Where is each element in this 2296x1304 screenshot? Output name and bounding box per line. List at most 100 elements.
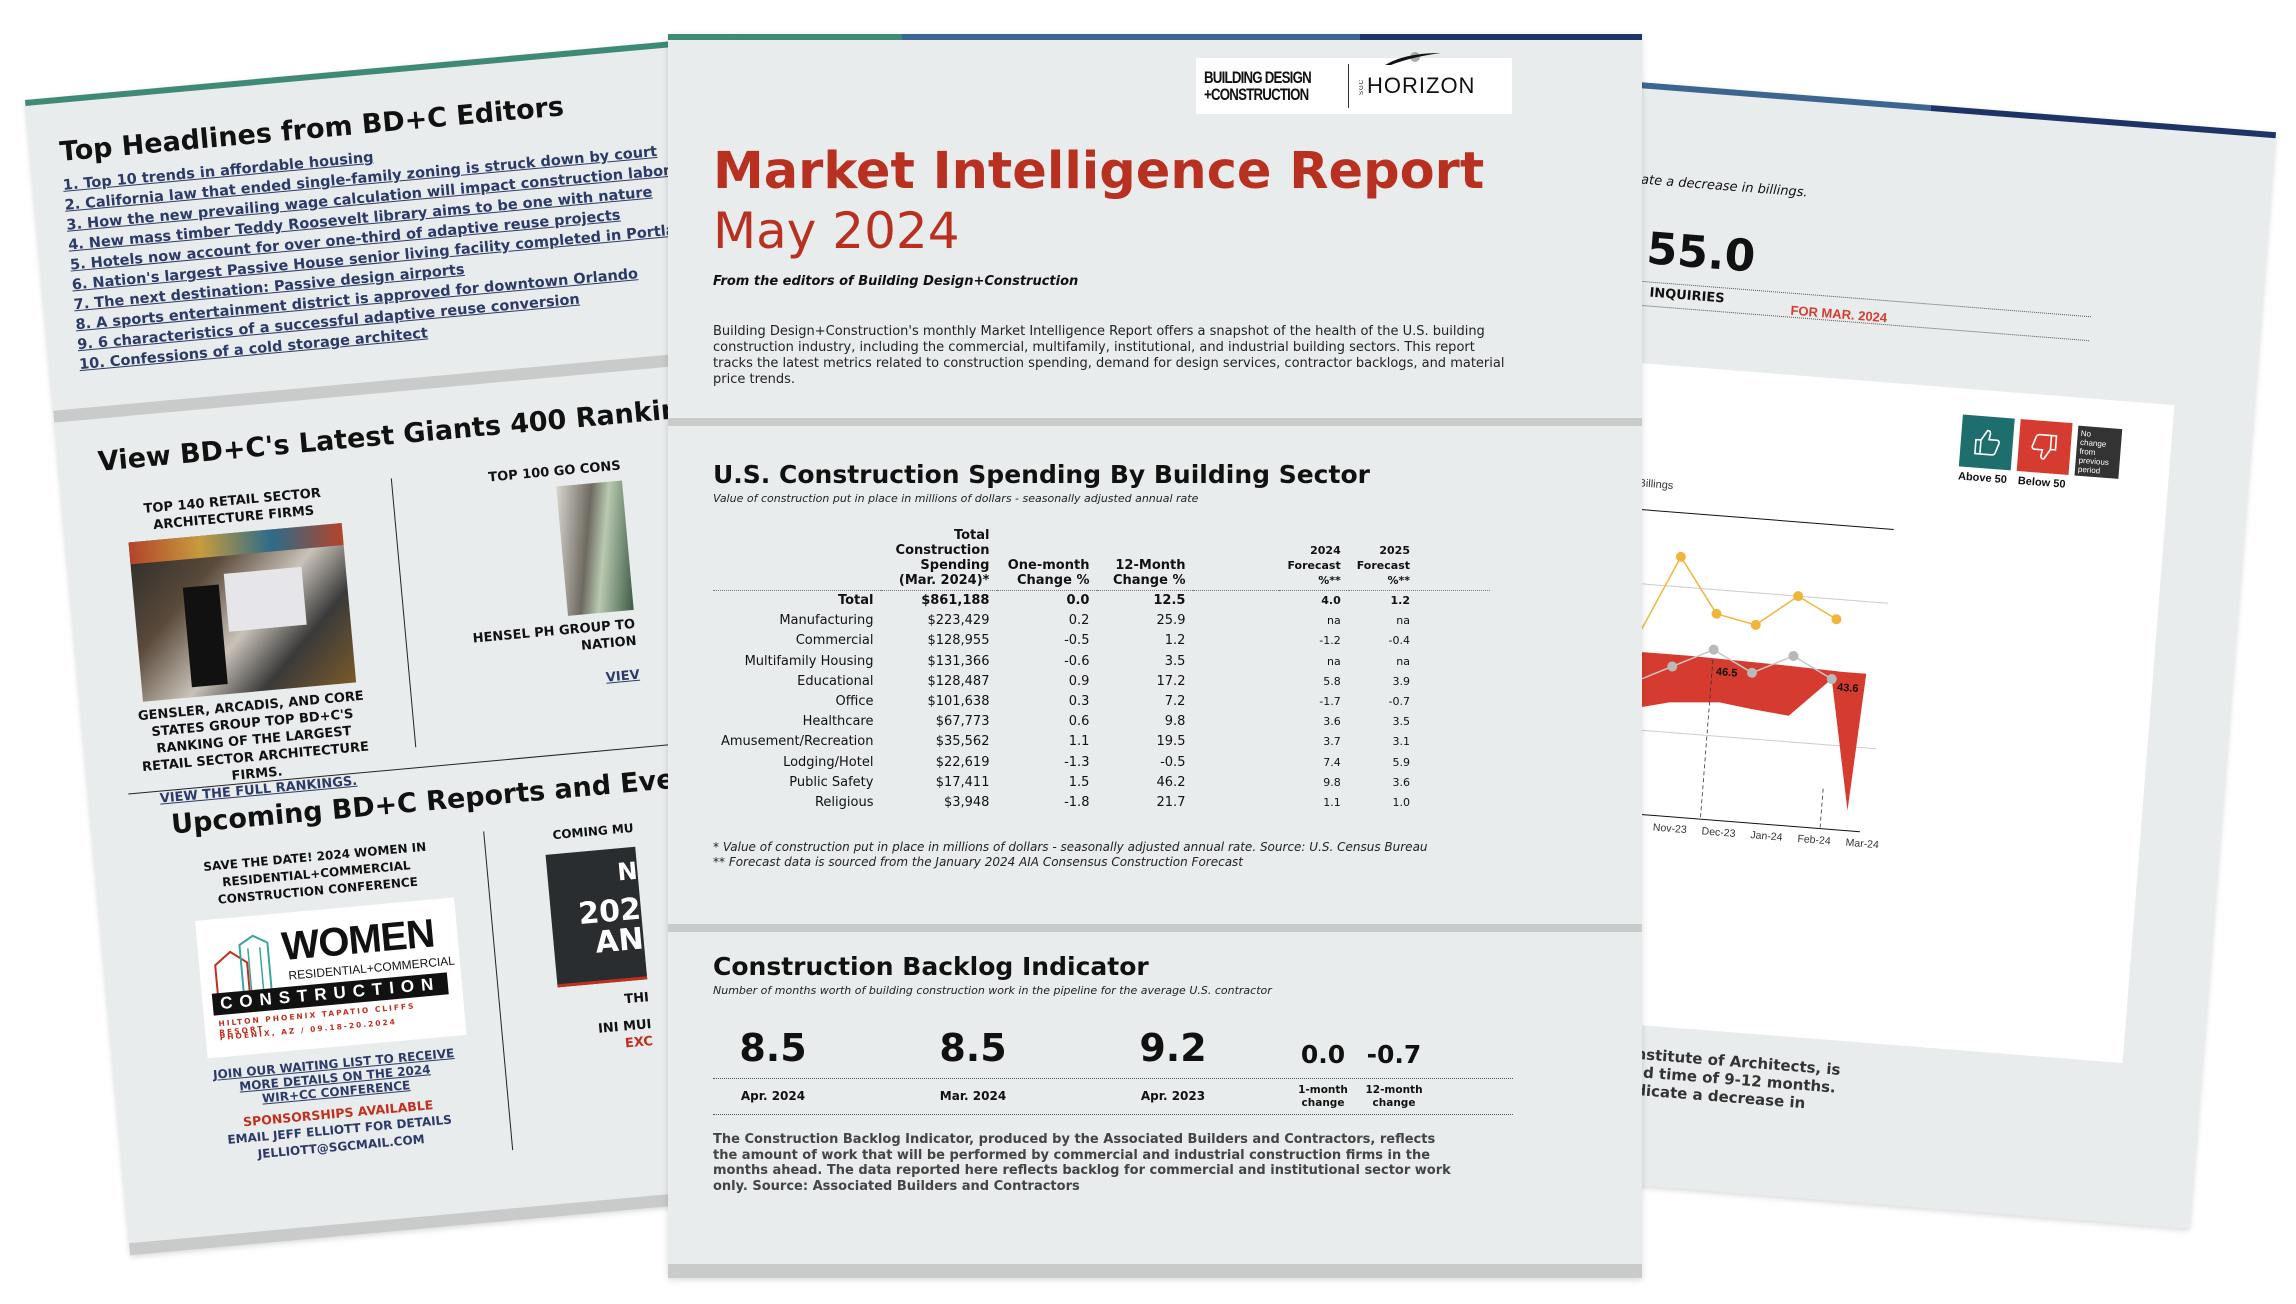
- below-50-badge: [2016, 419, 2073, 475]
- twelve-month-change: 17.2: [1156, 673, 1186, 689]
- forecast-2024: na: [1327, 614, 1341, 628]
- forecast-2025: 3.6: [1392, 775, 1411, 789]
- one-month-change: 0.3: [1068, 694, 1090, 710]
- one-month-change: 0.0: [1066, 593, 1090, 608]
- table-row: Public Safety $17,411 1.5 46.2 9.8 3.6: [713, 773, 1490, 793]
- backlog-mar-2024-value: 8.5: [939, 1026, 1007, 1070]
- twelve-month-change: 1.2: [1164, 633, 1186, 649]
- data-label-46-5: 46.5: [1715, 665, 1738, 680]
- table-header-row: Total Construction Spending (Mar. 2024)*…: [713, 528, 1490, 591]
- data-label-43-6: 43.6: [1836, 681, 1859, 696]
- x-tick: Feb-24: [1796, 832, 1832, 848]
- retail-store-photo[interactable]: [128, 523, 357, 702]
- forecast-2024: na: [1327, 654, 1341, 668]
- publisher-logo[interactable]: BUILDING DESIGN +CONSTRUCTION SGCHORIZON: [1196, 52, 1512, 114]
- building-interior-photo[interactable]: [556, 480, 634, 616]
- center-page-color-bar: [668, 34, 1642, 40]
- forecast-2025: 1.2: [1390, 594, 1411, 607]
- coming-heading: COMING MU: [551, 820, 635, 843]
- one-month-change: -1.3: [1064, 754, 1090, 770]
- report-date: May 2024: [713, 202, 960, 260]
- col-total-spending: Total Construction Spending (Mar. 2024)*: [881, 528, 998, 591]
- giants-right-column: TOP 100 GO CONS HENSEL PH GROUP TO NATIO…: [421, 458, 641, 701]
- backlog-description: The Construction Backlog Indicator, prod…: [713, 1132, 1451, 1194]
- below-50-label: Below 50: [2017, 475, 2066, 491]
- dotted-rule: [713, 1114, 1513, 1115]
- sector-name: Office: [835, 694, 874, 710]
- table-row: Total $861,188 0.0 12.5 4.0 1.2: [713, 591, 1490, 612]
- total-spending: $22,619: [935, 754, 990, 770]
- x-tick: Dec-23: [1701, 825, 1736, 840]
- billings-legend-label: Billings: [1638, 477, 1674, 492]
- spending-title: U.S. Construction Spending By Building S…: [713, 460, 1370, 489]
- table-row: Religious $3,948 -1.8 21.7 1.1 1.0: [713, 793, 1490, 813]
- sgc-horizon-logo: SGCHORIZON: [1359, 52, 1476, 99]
- twelve-month-change: 19.5: [1156, 734, 1186, 750]
- forecast-2025: 3.1: [1392, 735, 1411, 749]
- spacer-cell: [1193, 793, 1279, 813]
- sector-name: Manufacturing: [779, 613, 874, 629]
- x-tick: Jan-24: [1749, 829, 1783, 844]
- sector-name: Amusement/Recreation: [721, 734, 874, 750]
- spacer-cell: [1193, 753, 1279, 773]
- label-line: change: [1372, 1097, 1416, 1109]
- page-bottom-bar: [668, 1264, 1642, 1278]
- view-rankings-link[interactable]: VIEV: [605, 667, 641, 686]
- forecast-2025: 3.9: [1392, 674, 1411, 688]
- table-row: Commercial $128,955 -0.5 1.2 -1.2 -0.4: [713, 631, 1490, 651]
- spacer-cell: [1193, 732, 1279, 752]
- total-spending: $861,188: [921, 593, 990, 608]
- above-50-label: Above 50: [1957, 470, 2008, 487]
- headlines-section: Top Headlines from BD+C Editors 1. Top 1…: [59, 75, 768, 376]
- abi-description-fragment: icate a decrease in billings.: [1629, 171, 1809, 201]
- x-tick: Mar-24: [1845, 836, 1880, 852]
- no-change-badge: No change from previous period: [2074, 425, 2123, 479]
- backlog-apr-2023-value: 9.2: [1139, 1026, 1207, 1070]
- sector-name: Commercial: [795, 633, 874, 649]
- events-left-column: SAVE THE DATE! 2024 WOMEN IN RESIDENTIAL…: [190, 838, 467, 1167]
- col-spacer: [1193, 528, 1280, 591]
- label-line: 12-month: [1365, 1084, 1423, 1096]
- backlog-subtitle: Number of months worth of building const…: [713, 984, 1272, 997]
- one-month-change: -0.6: [1064, 653, 1090, 669]
- backlog-12-month-change-value: -0.7: [1366, 1040, 1422, 1069]
- report-title: Market Intelligence Report: [713, 142, 1485, 201]
- annual-report-promo-image[interactable]: N 202 AN: [545, 846, 648, 988]
- wircc-heading: SAVE THE DATE! 2024 WOMEN IN RESIDENTIAL…: [202, 839, 427, 907]
- women-in-construction-logo[interactable]: WOMEN RESIDENTIAL+COMMERCIAL CONSTRUCTIO…: [195, 897, 467, 1059]
- spacer-cell: [1193, 611, 1279, 631]
- period-label: FOR MAR. 2024: [1789, 302, 1888, 326]
- giants-left-column: TOP 140 RETAIL SECTOR ARCHITECTURE FIRMS…: [112, 482, 379, 808]
- sector-name: Educational: [797, 673, 874, 689]
- horizon-wordmark: HORIZON: [1367, 73, 1476, 98]
- x-tick: Nov-23: [1652, 821, 1688, 837]
- sector-name: Multifamily Housing: [744, 653, 874, 669]
- house-outline-icon: [214, 934, 274, 1000]
- column-divider: [390, 478, 417, 748]
- backlog-12-month-change-label: 12-month change: [1359, 1084, 1429, 1110]
- bdc-logo-line2: +CONSTRUCTION: [1204, 85, 1309, 104]
- table-row: Healthcare $67,773 0.6 9.8 3.6 3.5: [713, 712, 1490, 732]
- forecast-2024: 9.8: [1323, 775, 1341, 789]
- label-line: change: [1301, 1097, 1345, 1109]
- twelve-month-change: -0.5: [1160, 754, 1186, 770]
- forecast-2024: -1.2: [1319, 634, 1341, 648]
- backlog-1-month-change-value: 0.0: [1300, 1040, 1346, 1069]
- col-one-month-change: One-month Change %: [997, 528, 1098, 591]
- backlog-apr-2024-label: Apr. 2024: [740, 1089, 806, 1103]
- sector-name: Public Safety: [789, 774, 874, 790]
- bdc-logo-line1: BUILDING DESIGN: [1204, 68, 1312, 87]
- forecast-2024: 7.4: [1323, 755, 1341, 769]
- col-2025-forecast: 2025 Forecast %**: [1348, 528, 1490, 591]
- backlog-apr-2024-value: 8.5: [739, 1026, 807, 1070]
- logo-divider: [1348, 64, 1349, 108]
- report-intro: Building Design+Construction's monthly M…: [713, 324, 1505, 387]
- backlog-mar-2024-label: Mar. 2024: [939, 1089, 1007, 1103]
- forecast-2025: 3.5: [1392, 715, 1411, 729]
- forecast-2024: 3.7: [1323, 735, 1341, 749]
- thumbs-down-icon: [2031, 433, 2058, 460]
- forecast-2024: 3.6: [1323, 715, 1341, 729]
- billings-chart-card: Above 50 Below 50 No change from previou…: [1564, 361, 2175, 1064]
- horizon-swoosh-icon: [1385, 52, 1441, 65]
- col-sector: [713, 528, 882, 591]
